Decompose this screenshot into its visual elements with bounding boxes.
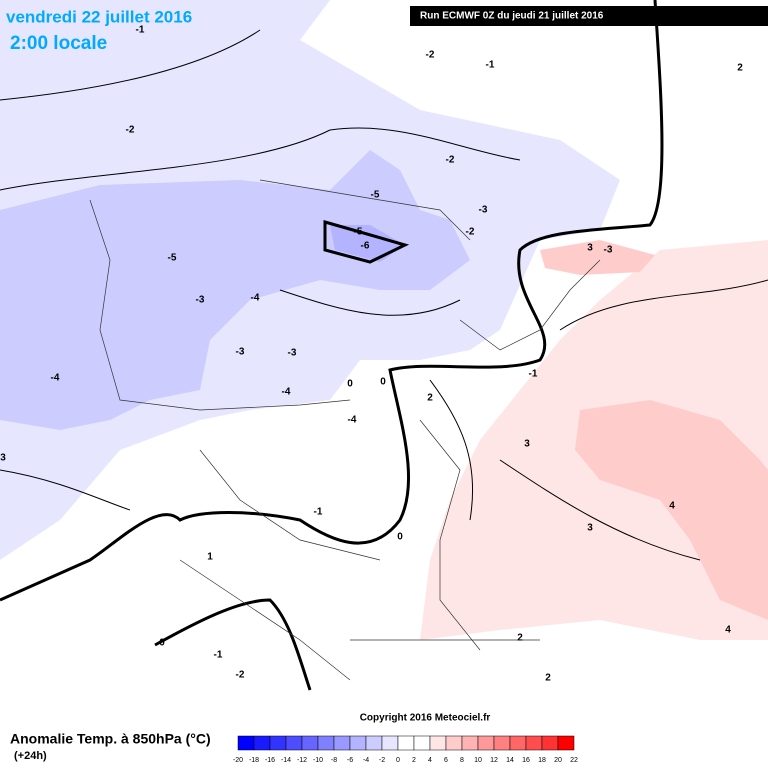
scale-tick-label: -6 bbox=[347, 757, 353, 764]
scale-box bbox=[333, 735, 351, 751]
contour-label: 2 bbox=[427, 393, 433, 404]
contour-label: -5 bbox=[354, 227, 363, 238]
scale-tick-label: 0 bbox=[396, 757, 400, 764]
contour-label: -1 bbox=[136, 25, 145, 36]
anomaly-area-minus4 bbox=[0, 150, 470, 430]
scale-box bbox=[349, 735, 367, 751]
scale-box bbox=[285, 735, 303, 751]
scale-box bbox=[237, 735, 255, 751]
scale-box bbox=[317, 735, 335, 751]
contour-label: 3 bbox=[524, 439, 530, 450]
anomaly-area-plus4 bbox=[540, 240, 655, 275]
map-title: vendredi 22 juillet 2016 bbox=[6, 7, 192, 26]
minus6-contour bbox=[323, 220, 410, 264]
contour-label: -4 bbox=[251, 293, 260, 304]
contour-label: -1 bbox=[486, 60, 495, 71]
contour-label: 4 bbox=[669, 501, 675, 512]
contour-label: 0 bbox=[347, 379, 353, 390]
scale-tick-label: -20 bbox=[233, 757, 243, 764]
scale-tick-label: 12 bbox=[490, 757, 498, 764]
contour-label: -3 bbox=[604, 245, 613, 256]
scale-tick-label: 4 bbox=[428, 757, 432, 764]
run-banner bbox=[410, 6, 768, 26]
scale-tick-label: 16 bbox=[522, 757, 530, 764]
border-line bbox=[89, 179, 601, 681]
scale-box bbox=[365, 735, 383, 751]
contour-label: 3 bbox=[0, 453, 6, 464]
legend-title: Anomalie Temp. à 850hPa (°C) bbox=[10, 731, 211, 747]
contour-label: -4 bbox=[348, 415, 357, 426]
contour-label: -6 bbox=[361, 241, 370, 252]
contour-label: -5 bbox=[371, 190, 380, 201]
scale-tick-label: 20 bbox=[554, 757, 562, 764]
lead-time: (+24h) bbox=[14, 750, 47, 762]
scale-box bbox=[269, 735, 287, 751]
contour-label: -1 bbox=[529, 369, 538, 380]
scale-box bbox=[397, 735, 415, 751]
contour-label: -4 bbox=[51, 373, 60, 384]
scale-tick-label: 2 bbox=[412, 757, 416, 764]
scale-box bbox=[413, 735, 431, 751]
contour-label: -1 bbox=[314, 507, 323, 518]
contour-label: 0 bbox=[397, 532, 403, 543]
scale-box bbox=[253, 735, 271, 751]
scale-tick-label: -16 bbox=[265, 757, 275, 764]
contour-label: -3 bbox=[236, 347, 245, 358]
contour-label: 0 bbox=[159, 638, 165, 649]
contour-label: -3 bbox=[479, 205, 488, 216]
contour-label: 3 bbox=[587, 243, 593, 254]
scale-tick-label: -18 bbox=[249, 757, 259, 764]
contour-label: -2 bbox=[426, 50, 435, 61]
contour-label: -2 bbox=[126, 125, 135, 136]
scale-box bbox=[301, 735, 319, 751]
scale-box bbox=[525, 735, 543, 751]
scale-tick-label: -4 bbox=[363, 757, 369, 764]
contour-label: -3 bbox=[196, 295, 205, 306]
contour-label: -4 bbox=[282, 387, 291, 398]
contour-label: -2 bbox=[446, 155, 455, 166]
contour-label: 1 bbox=[207, 552, 213, 563]
scale-box bbox=[509, 735, 527, 751]
scale-tick-label: 10 bbox=[474, 757, 482, 764]
scale-tick-label: -2 bbox=[379, 757, 385, 764]
scale-box bbox=[557, 735, 575, 751]
scale-box bbox=[461, 735, 479, 751]
contour-label: -2 bbox=[236, 670, 245, 681]
scale-tick-label: -12 bbox=[297, 757, 307, 764]
scale-tick-label: 22 bbox=[570, 757, 578, 764]
scale-box bbox=[477, 735, 495, 751]
scale-box bbox=[429, 735, 447, 751]
map-subtitle: 2:00 locale bbox=[10, 33, 107, 54]
scale-box bbox=[541, 735, 559, 751]
scale-box bbox=[445, 735, 463, 751]
scale-tick-label: -10 bbox=[313, 757, 323, 764]
scale-tick-label: -8 bbox=[331, 757, 337, 764]
scale-tick-label: -14 bbox=[281, 757, 291, 764]
scale-box bbox=[381, 735, 399, 751]
contour-label: 3 bbox=[587, 523, 593, 534]
contour-label: -5 bbox=[168, 253, 177, 264]
zero-contour bbox=[154, 598, 312, 691]
scale-tick-label: 8 bbox=[460, 757, 464, 764]
contour-label: -3 bbox=[288, 348, 297, 359]
run-label: Run ECMWF 0Z du jeudi 21 juillet 2016 bbox=[420, 11, 604, 22]
zero-contour bbox=[0, 0, 664, 602]
anomaly-area-plus4 bbox=[575, 400, 768, 620]
copyright: Copyright 2016 Meteociel.fr bbox=[360, 713, 491, 724]
contour-label: -1 bbox=[214, 650, 223, 661]
contour-label: 2 bbox=[737, 63, 743, 74]
contour-label: 4 bbox=[725, 625, 731, 636]
contour-label: -2 bbox=[466, 227, 475, 238]
contour-label: 0 bbox=[380, 377, 386, 388]
contour-label: 2 bbox=[517, 633, 523, 644]
scale-box bbox=[493, 735, 511, 751]
scale-tick-label: 14 bbox=[506, 757, 514, 764]
scale-tick-label: 18 bbox=[538, 757, 546, 764]
contour-line bbox=[0, 29, 768, 561]
contour-label: 2 bbox=[545, 673, 551, 684]
scale-tick-label: 6 bbox=[444, 757, 448, 764]
